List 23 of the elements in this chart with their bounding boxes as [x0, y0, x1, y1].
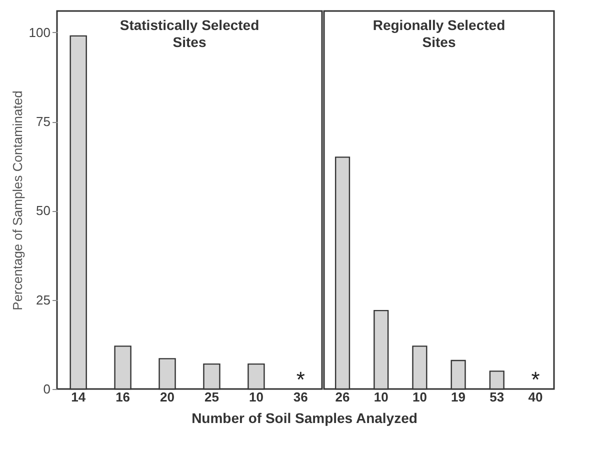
- x-tick-label: 26: [335, 390, 350, 404]
- x-tick-label: 19: [451, 390, 466, 404]
- x-tick-label: 36: [293, 390, 308, 404]
- x-tick-label: 16: [116, 390, 130, 404]
- annotation: *: [296, 367, 306, 392]
- x-tick-label: 10: [412, 390, 427, 404]
- y-tick-label: 75: [36, 114, 50, 130]
- x-tick-label: 53: [490, 390, 504, 404]
- x-axis-title: Number of Soil Samples Analyzed: [192, 410, 418, 426]
- x-tick-label: 25: [204, 390, 219, 404]
- text: Statistically Selected Sites: [120, 17, 260, 50]
- x-tick-label: 40: [528, 390, 543, 404]
- annotation: *: [531, 367, 540, 392]
- x-tick-label: 20: [160, 390, 175, 404]
- x-tick-label: 10: [248, 390, 264, 404]
- y-axis-title: Percentage of Samples Contaminated: [10, 90, 25, 310]
- y-tick-label: 100: [28, 24, 50, 40]
- text: Regionally Selected Sites: [372, 17, 506, 50]
- y-tick-label: 0: [43, 382, 50, 396]
- y-tick-label: 25: [36, 292, 50, 308]
- x-tick-label: 14: [71, 390, 86, 404]
- x-tick-label: 10: [374, 390, 388, 404]
- y-tick-label: 50: [36, 203, 50, 218]
